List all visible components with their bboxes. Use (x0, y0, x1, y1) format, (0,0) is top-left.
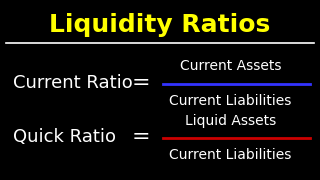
Text: Current Ratio: Current Ratio (13, 74, 132, 92)
Text: =: = (132, 73, 150, 93)
Text: =: = (132, 127, 150, 147)
Text: Current Liabilities: Current Liabilities (169, 94, 292, 108)
Text: Liquid Assets: Liquid Assets (185, 114, 276, 128)
Text: Current Assets: Current Assets (180, 59, 281, 73)
Text: Liquidity Ratios: Liquidity Ratios (49, 13, 271, 37)
Text: Current Liabilities: Current Liabilities (169, 148, 292, 162)
Text: Quick Ratio: Quick Ratio (13, 128, 116, 146)
